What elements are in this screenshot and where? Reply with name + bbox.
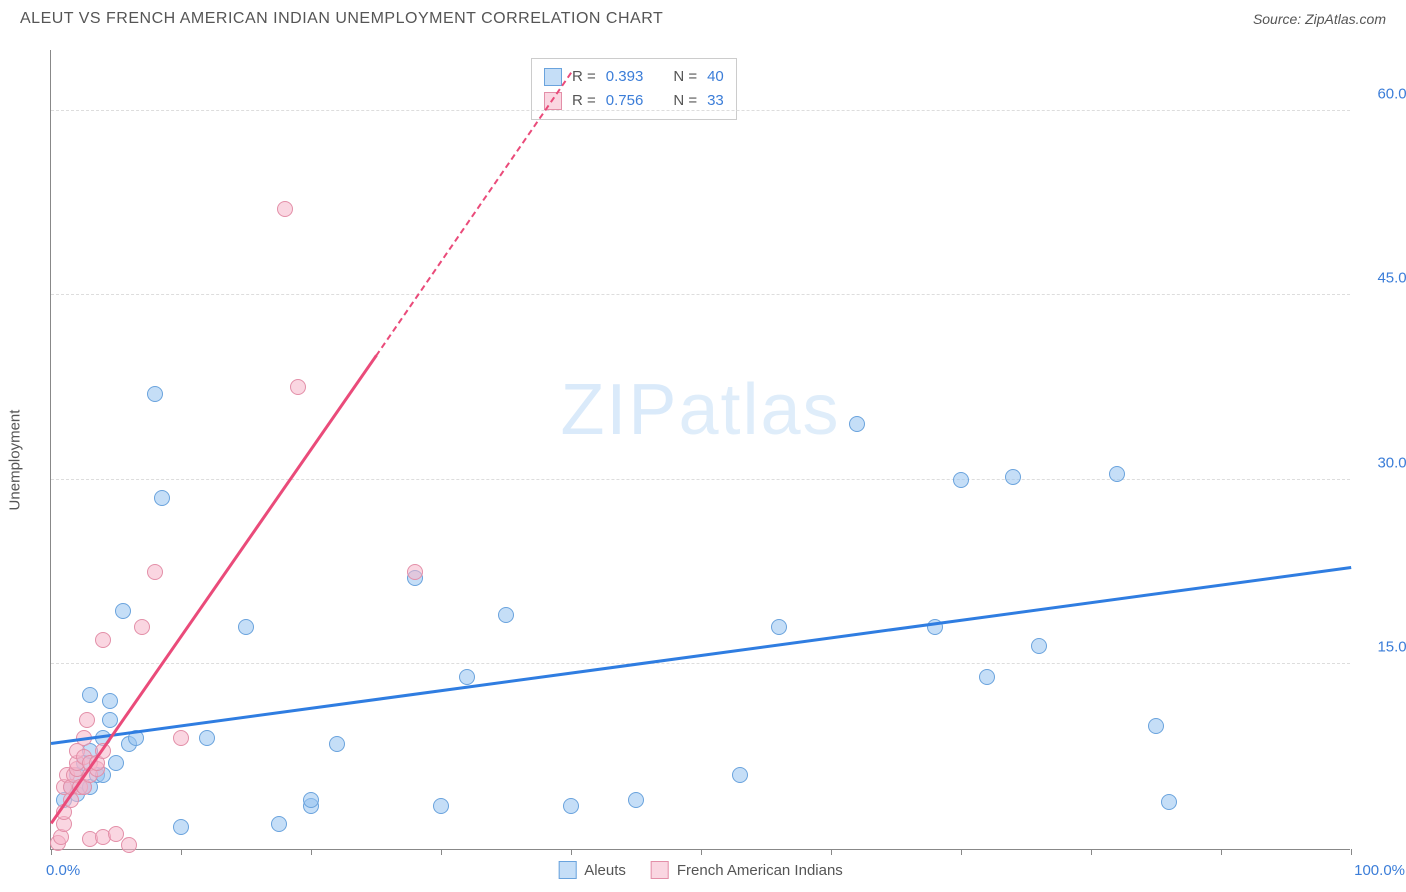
data-point	[271, 816, 287, 832]
xtick	[311, 849, 312, 855]
swatch-pink-icon	[651, 861, 669, 879]
xtick	[181, 849, 182, 855]
xtick	[961, 849, 962, 855]
ytick-label: 30.0%	[1360, 454, 1406, 471]
data-point	[1109, 466, 1125, 482]
data-point	[407, 564, 423, 580]
chart-title: ALEUT VS FRENCH AMERICAN INDIAN UNEMPLOY…	[20, 10, 663, 28]
trend-line	[50, 355, 377, 824]
legend-item-aleuts: Aleuts	[558, 861, 626, 879]
data-point	[563, 798, 579, 814]
data-point	[102, 693, 118, 709]
data-point	[1005, 469, 1021, 485]
data-point	[154, 490, 170, 506]
data-point	[238, 619, 254, 635]
xtick	[1351, 849, 1352, 855]
data-point	[303, 792, 319, 808]
data-point	[82, 687, 98, 703]
data-point	[95, 632, 111, 648]
data-point	[147, 386, 163, 402]
ytick-label: 60.0%	[1360, 85, 1406, 102]
data-point	[277, 201, 293, 217]
chart-header: ALEUT VS FRENCH AMERICAN INDIAN UNEMPLOY…	[0, 0, 1406, 33]
source-text: Source: ZipAtlas.com	[1253, 11, 1386, 27]
gridline	[51, 479, 1350, 480]
data-point	[102, 712, 118, 728]
chart-area: Unemployment ZIPatlas R = 0.393 N = 40 R…	[50, 50, 1390, 870]
data-point	[459, 669, 475, 685]
data-point	[732, 767, 748, 783]
data-point	[121, 837, 137, 853]
plot-area: ZIPatlas R = 0.393 N = 40 R = 0.756 N = …	[50, 50, 1350, 850]
ytick-label: 15.0%	[1360, 639, 1406, 656]
data-point	[108, 755, 124, 771]
data-point	[173, 730, 189, 746]
data-point	[1031, 638, 1047, 654]
xtick-max: 100.0%	[1354, 862, 1405, 879]
xtick	[571, 849, 572, 855]
data-point	[79, 712, 95, 728]
data-point	[173, 819, 189, 835]
data-point	[1161, 794, 1177, 810]
data-point	[329, 736, 345, 752]
xtick	[1221, 849, 1222, 855]
data-point	[1148, 718, 1164, 734]
swatch-blue-icon	[544, 68, 562, 86]
data-point	[115, 603, 131, 619]
data-point	[433, 798, 449, 814]
watermark: ZIPatlas	[560, 369, 840, 451]
ytick-label: 45.0%	[1360, 270, 1406, 287]
xtick	[51, 849, 52, 855]
gridline	[51, 663, 1350, 664]
xtick	[441, 849, 442, 855]
gridline	[51, 294, 1350, 295]
data-point	[849, 416, 865, 432]
stat-row-aleuts: R = 0.393 N = 40	[544, 65, 724, 89]
swatch-blue-icon	[558, 861, 576, 879]
xtick	[1091, 849, 1092, 855]
data-point	[199, 730, 215, 746]
bottom-legend: Aleuts French American Indians	[558, 861, 843, 879]
legend-item-french: French American Indians	[651, 861, 843, 879]
data-point	[979, 669, 995, 685]
trend-line-dashed	[375, 72, 572, 356]
gridline	[51, 110, 1350, 111]
xtick	[831, 849, 832, 855]
xtick	[701, 849, 702, 855]
data-point	[628, 792, 644, 808]
data-point	[498, 607, 514, 623]
stats-box: R = 0.393 N = 40 R = 0.756 N = 33	[531, 58, 737, 120]
data-point	[147, 564, 163, 580]
data-point	[953, 472, 969, 488]
data-point	[290, 379, 306, 395]
data-point	[134, 619, 150, 635]
data-point	[771, 619, 787, 635]
y-axis-label: Unemployment	[7, 410, 24, 511]
xtick-min: 0.0%	[46, 862, 80, 879]
